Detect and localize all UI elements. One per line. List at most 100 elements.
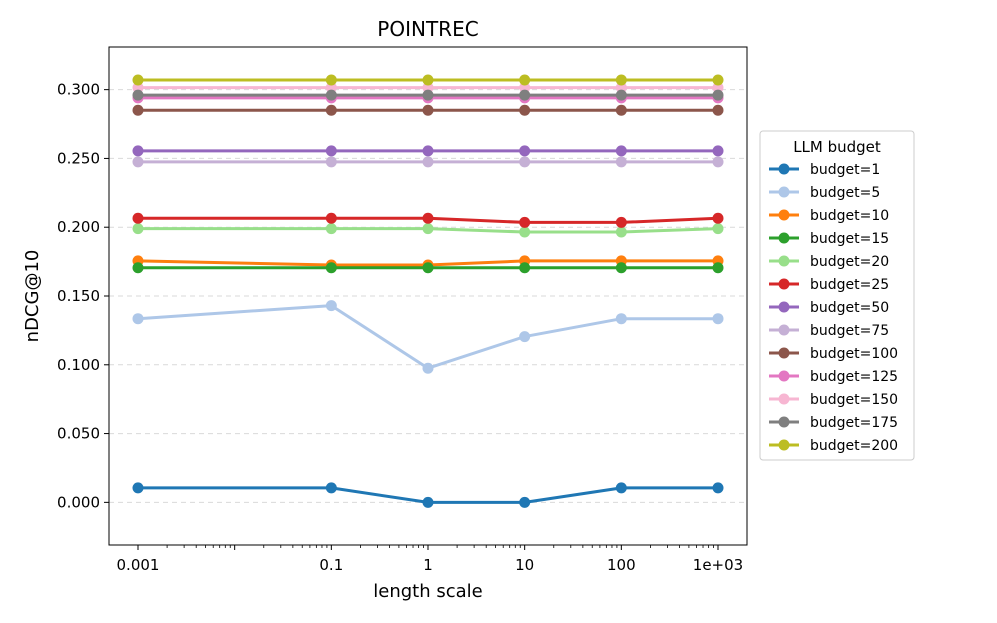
data-point — [422, 496, 434, 508]
legend-item: budget=15 — [769, 231, 889, 247]
legend-swatch-marker — [778, 278, 790, 290]
data-point — [615, 262, 627, 274]
legend-swatch-marker — [778, 439, 790, 451]
y-tick-label: 0.300 — [57, 81, 100, 99]
data-point — [712, 223, 724, 235]
data-point — [519, 145, 531, 157]
data-point — [132, 212, 144, 224]
data-point — [325, 223, 337, 235]
data-point — [615, 89, 627, 101]
data-point — [615, 104, 627, 116]
legend-swatch-marker — [778, 186, 790, 198]
legend-item: budget=20 — [769, 254, 889, 270]
y-axis-label: nDCG@10 — [22, 250, 43, 343]
x-tick-label: 1e+03 — [693, 556, 743, 574]
data-point — [712, 313, 724, 325]
data-point — [712, 82, 724, 94]
data-point — [422, 145, 434, 157]
data-point — [132, 89, 144, 101]
data-point — [325, 145, 337, 157]
legend-label: budget=5 — [810, 185, 880, 201]
legend-item: budget=100 — [769, 346, 898, 362]
series-line — [138, 227, 719, 234]
legend-swatch-marker — [778, 209, 790, 221]
x-axis-label: length scale — [373, 581, 482, 602]
legend-box — [759, 130, 915, 461]
legend-swatch-marker — [778, 324, 790, 336]
series-line — [138, 486, 718, 504]
data-point — [325, 82, 337, 94]
legend-item: budget=10 — [769, 208, 889, 224]
legend-label: budget=1 — [810, 162, 880, 178]
data-point — [712, 104, 724, 116]
data-point — [519, 89, 531, 101]
data-point — [615, 226, 627, 238]
data-point — [712, 262, 724, 274]
data-point — [422, 104, 434, 116]
series-budget-150 — [132, 82, 724, 94]
legend-swatch-marker — [778, 416, 790, 428]
y-tick-label: 0.050 — [57, 425, 100, 443]
data-point — [325, 104, 337, 116]
legend-item: budget=200 — [769, 438, 898, 454]
legend-swatch-marker — [778, 393, 790, 405]
series-budget-200 — [132, 74, 724, 86]
data-point — [422, 362, 434, 374]
legend-item: budget=1 — [769, 162, 880, 178]
legend-swatch-marker — [778, 255, 790, 267]
data-point — [519, 82, 531, 94]
data-point — [519, 226, 531, 238]
data-point — [712, 212, 724, 224]
data-point — [325, 74, 337, 86]
data-point — [422, 223, 434, 235]
x-tick-label: 10 — [515, 556, 534, 574]
legend-title: LLM budget — [793, 138, 881, 156]
data-point — [132, 74, 144, 86]
series-budget-15 — [132, 262, 724, 274]
series-budget-5 — [132, 300, 724, 374]
data-point — [132, 223, 144, 235]
legend-label: budget=150 — [810, 392, 898, 408]
legend-item: budget=125 — [769, 369, 898, 385]
data-point — [615, 82, 627, 94]
data-point — [132, 104, 144, 116]
legend-label: budget=20 — [810, 254, 889, 270]
data-point — [519, 104, 531, 116]
legend-label: budget=125 — [810, 369, 898, 385]
data-point — [519, 496, 531, 508]
data-point — [422, 156, 434, 168]
data-point — [325, 262, 337, 274]
legend-item: budget=5 — [769, 185, 880, 201]
data-point — [615, 145, 627, 157]
series-budget-75 — [132, 156, 724, 168]
legend-item: budget=75 — [769, 323, 889, 339]
legend-swatch-marker — [778, 347, 790, 359]
legend-swatch-marker — [778, 232, 790, 244]
legend-label: budget=75 — [810, 323, 889, 339]
data-point — [422, 262, 434, 274]
data-point — [519, 74, 531, 86]
legend-item: budget=50 — [769, 300, 889, 316]
legend: LLM budget budget=1 budget=5 budget=10 budg… — [759, 130, 915, 461]
series-line — [137, 304, 718, 370]
x-tick-label: 0.001 — [117, 556, 160, 574]
data-point — [712, 156, 724, 168]
data-point — [615, 74, 627, 86]
y-tick-label: 0.100 — [57, 356, 100, 374]
data-point — [519, 216, 531, 228]
series-budget-50 — [132, 145, 724, 157]
x-tick-label: 1 — [423, 556, 433, 574]
data-point — [325, 482, 337, 494]
y-tick-label: 0.200 — [57, 218, 100, 236]
legend-item: budget=150 — [769, 392, 898, 408]
data-point — [519, 262, 531, 274]
y-tick-label: 0.150 — [57, 287, 100, 305]
legend-label: budget=25 — [810, 277, 889, 293]
legend-label: budget=200 — [810, 438, 898, 454]
legend-item: budget=25 — [769, 277, 889, 293]
legend-swatch-marker — [778, 163, 790, 175]
series-budget-25 — [132, 212, 724, 228]
data-point — [615, 216, 627, 228]
legend-swatch-marker — [778, 301, 790, 313]
